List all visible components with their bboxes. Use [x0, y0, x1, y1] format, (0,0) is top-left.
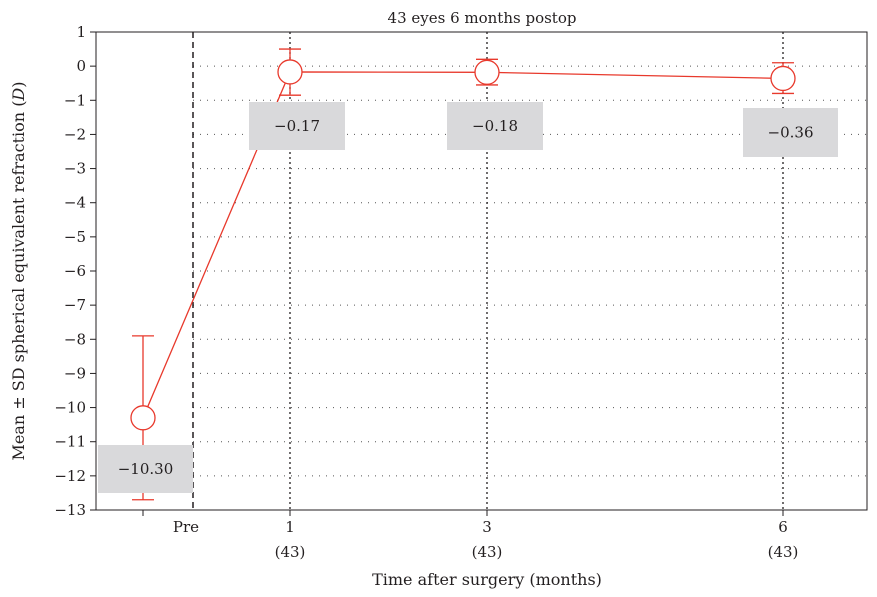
y-axis-title-close: ) [9, 81, 28, 87]
data-point [130, 405, 156, 431]
x-axis-title: Time after surgery (months) [372, 570, 602, 589]
y-tick-label: −12 [54, 467, 86, 485]
x-tick-label: 3 [482, 518, 492, 536]
x-tick-label: 1 [285, 518, 295, 536]
data-label: −0.17 [274, 117, 320, 135]
y-axis-title-unit: D [9, 88, 28, 102]
y-tick-label: 0 [76, 57, 86, 75]
data-label: −0.36 [768, 124, 814, 142]
y-axis-title: Mean ± SD spherical equivalent refractio… [9, 81, 28, 460]
data-label-box [249, 102, 345, 150]
y-tick-label: −7 [64, 296, 86, 314]
y-tick-label: −10 [54, 399, 86, 417]
x-tick-sublabel: (43) [768, 543, 799, 561]
y-tick-label: −8 [64, 330, 86, 348]
y-tick-label: −11 [54, 433, 86, 451]
y-tick-label: −5 [64, 228, 86, 246]
y-tick-label: −9 [64, 364, 86, 382]
data-label: −0.18 [472, 117, 518, 135]
data-point [770, 65, 796, 92]
data-labels: −10.30 −0.17 −0.18 −0.36 [98, 102, 838, 493]
data-label-box [98, 445, 193, 493]
data-label-box [743, 108, 838, 157]
y-tick-label: −13 [54, 501, 86, 519]
y-tick-label: −6 [64, 262, 86, 280]
y-tick-label: −3 [64, 160, 86, 178]
x-tick-label: Pre [173, 518, 199, 536]
series-mean-refraction [130, 48, 796, 501]
y-axis-title-main: Mean ± SD spherical equivalent refractio… [9, 101, 28, 461]
y-tick-label: −2 [64, 125, 86, 143]
y-tick-label: −4 [64, 194, 86, 212]
data-point [474, 59, 500, 85]
x-tick-sublabel: (43) [275, 543, 306, 561]
x-tick-label: 6 [778, 518, 788, 536]
series-line [142, 71, 784, 419]
y-tick-label: 1 [76, 23, 86, 41]
data-label: −10.30 [118, 460, 174, 478]
y-tick-label: −1 [64, 91, 86, 109]
chart-title: 43 eyes 6 months postop [388, 9, 577, 27]
y-axis: 1 0 −1 −2 −3 −4 −5 −6 −7 −8 −9 −10 −11 −12 −13 [54, 23, 96, 519]
x-axis: Pre 1 (43) 3 (43) 6 (43) [142, 510, 799, 561]
data-label-box [447, 102, 543, 150]
x-tick-sublabel: (43) [472, 543, 503, 561]
data-point [277, 59, 303, 85]
